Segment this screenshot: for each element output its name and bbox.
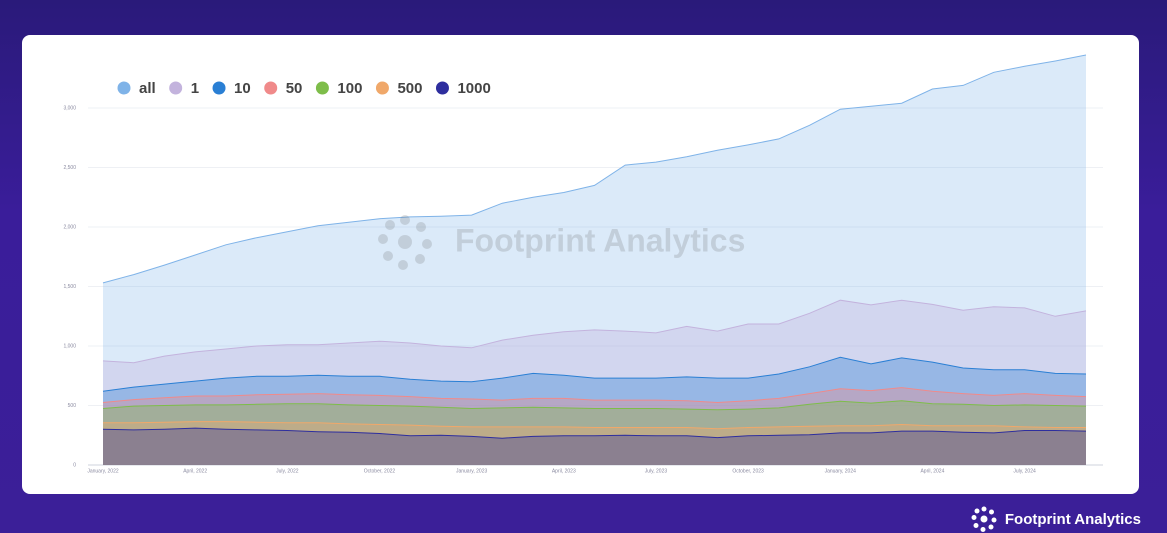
x-tick-label: April, 2024 (920, 468, 944, 474)
y-tick-label: 1,000 (63, 343, 76, 349)
y-tick-label: 500 (68, 403, 77, 409)
x-tick-label: January, 2024 (825, 468, 857, 474)
x-tick-label: January, 2022 (87, 468, 119, 474)
area-line (102, 387, 1087, 404)
x-tick-label: January, 2023 (456, 468, 488, 474)
legend-dot (169, 81, 183, 95)
area (103, 400, 1086, 465)
area (103, 428, 1086, 465)
x-tick-label: July, 2024 (1013, 468, 1036, 474)
area (103, 55, 1086, 465)
x-tick-label: October, 2023 (732, 468, 764, 474)
brand: Footprint Analytics (1005, 511, 1141, 528)
area (103, 387, 1086, 465)
x-tick-label: October, 2022 (364, 468, 396, 474)
area-line (102, 299, 1087, 364)
area-line (102, 427, 1087, 439)
y-tick-label: 1,500 (63, 284, 76, 290)
y-tick-label: 2,500 (63, 165, 76, 171)
legend-label: 500 (397, 80, 422, 97)
x-tick-label: July, 2023 (645, 468, 668, 474)
watermark-icon (378, 215, 432, 270)
legend-label: 1 (191, 80, 199, 97)
legend-label: 10 (234, 80, 251, 97)
y-tick-label: 2,000 (63, 224, 76, 230)
legend-dot (315, 81, 329, 95)
card (22, 35, 1139, 494)
x-tick-label: July, 2022 (276, 468, 299, 474)
area-line (103, 421, 1086, 430)
plot: 0 500 1,000 1,500 2,000 2,500 3,000 January, 20… (63, 54, 1103, 474)
y-tick-label: 3,000 (63, 105, 76, 111)
y-tick-label: 0 (73, 462, 76, 468)
legend-dot (435, 81, 449, 95)
x-tick-label: April, 2022 (183, 468, 207, 474)
x-tick-label: April, 2023 (552, 468, 576, 474)
legend-label: 50 (286, 80, 303, 97)
area (103, 357, 1086, 465)
legend-dot (375, 81, 389, 95)
brand-icon (971, 506, 997, 532)
watermark-group: Footprint Analytics (378, 215, 745, 270)
legend-dot (117, 81, 131, 95)
area-line (102, 356, 1087, 392)
area-line (102, 400, 1087, 411)
watermark: Footprint Analytics (455, 222, 745, 258)
legend-label: 1000 (457, 80, 490, 97)
area-line (102, 54, 1087, 284)
legend-label: all (139, 80, 156, 97)
legend-dot (264, 81, 278, 95)
legend-label: 100 (337, 80, 362, 97)
legend-dot (212, 81, 226, 95)
